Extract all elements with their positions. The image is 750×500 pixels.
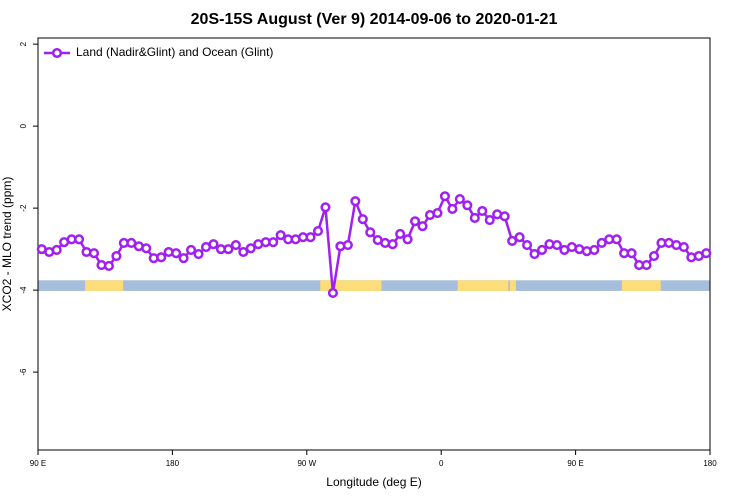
data-point xyxy=(641,260,652,271)
x-tick-label: 180 xyxy=(703,459,717,468)
data-point xyxy=(327,287,338,299)
data-point xyxy=(51,244,62,255)
y-tick-label: 2 xyxy=(19,41,28,46)
x-tick-label: 90 E xyxy=(30,459,46,468)
data-point xyxy=(312,226,324,237)
chart-title: 20S-15S August (Ver 9) 2014-09-06 to 202… xyxy=(191,11,558,28)
data-point xyxy=(484,214,495,226)
data-point xyxy=(648,251,660,262)
plot-frame xyxy=(37,37,711,451)
data-point xyxy=(432,207,443,219)
data-point xyxy=(387,239,398,250)
land-segment xyxy=(457,280,509,291)
data-point xyxy=(238,246,249,258)
data-point xyxy=(103,260,114,271)
data-point xyxy=(439,191,450,202)
y-tick-label: -6 xyxy=(19,368,28,376)
data-point xyxy=(536,244,548,255)
land-segment xyxy=(509,280,516,291)
data-point xyxy=(417,221,428,232)
data-point xyxy=(342,239,353,251)
y-tick-label: -4 xyxy=(19,286,28,294)
x-tick-label: 180 xyxy=(166,459,180,468)
data-point xyxy=(230,239,241,251)
data-point xyxy=(156,252,167,263)
data-point xyxy=(454,194,465,205)
land-segment xyxy=(85,280,124,291)
data-point xyxy=(357,214,368,225)
legend-marker xyxy=(51,47,63,59)
data-point xyxy=(193,248,204,260)
data-point xyxy=(223,244,234,255)
data-point xyxy=(402,234,413,245)
data-point xyxy=(275,230,286,241)
data-point xyxy=(469,212,480,224)
y-tick-label: 0 xyxy=(19,123,28,128)
x-tick-label: 90 E xyxy=(567,459,583,468)
x-tick-label: 90 W xyxy=(297,459,316,468)
data-point xyxy=(208,239,219,250)
land-segment xyxy=(320,280,382,291)
data-point xyxy=(365,227,376,238)
data-point xyxy=(701,248,712,259)
data-point xyxy=(350,196,361,207)
data-point xyxy=(395,228,406,240)
legend-label: Land (Nadir&Glint) and Ocean (Glint) xyxy=(76,45,273,59)
data-point xyxy=(499,211,510,222)
data-point xyxy=(611,234,622,245)
data-point xyxy=(171,248,182,259)
data-point xyxy=(186,244,197,255)
y-axis-label: XCO2 - MLO trend (ppm) xyxy=(0,177,14,312)
data-point xyxy=(462,200,473,211)
data-point xyxy=(141,243,152,254)
data-point xyxy=(245,243,256,254)
data-point xyxy=(178,253,189,264)
data-point xyxy=(522,239,533,251)
data-point xyxy=(88,248,100,259)
data-point xyxy=(596,237,607,249)
data-point xyxy=(529,248,540,260)
data-point xyxy=(74,234,85,245)
data-point xyxy=(268,237,279,248)
data-point xyxy=(507,235,518,246)
data-point xyxy=(551,239,562,251)
data-point xyxy=(626,248,637,259)
data-point xyxy=(678,242,689,253)
data-point xyxy=(320,202,331,213)
data-point xyxy=(111,251,122,262)
y-tick-label: -2 xyxy=(19,204,28,212)
x-tick-label: 0 xyxy=(439,459,444,468)
land-segment xyxy=(621,280,661,291)
data-point xyxy=(477,205,488,217)
data-point xyxy=(447,203,458,214)
data-point xyxy=(410,216,421,227)
data-point xyxy=(305,232,316,243)
data-point xyxy=(589,244,600,255)
data-point xyxy=(514,232,525,243)
x-axis-label: Longitude (deg E) xyxy=(326,475,421,489)
